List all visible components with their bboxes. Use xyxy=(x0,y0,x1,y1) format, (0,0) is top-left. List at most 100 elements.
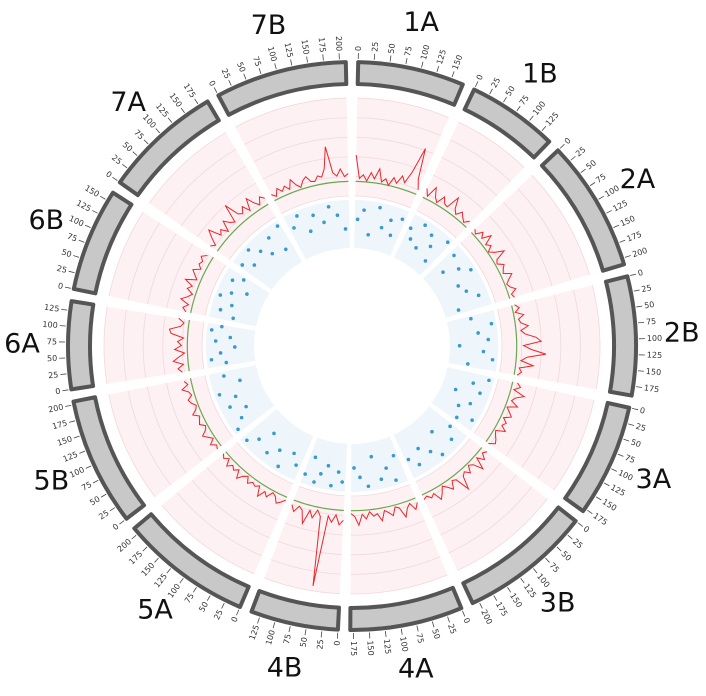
tick-label: 50 xyxy=(299,636,310,647)
point xyxy=(278,448,282,452)
point xyxy=(314,456,318,460)
tick-mark xyxy=(69,271,75,273)
tick-mark xyxy=(503,97,506,102)
tick-mark xyxy=(73,256,79,258)
tick-label: 150 xyxy=(140,561,157,578)
tick-mark xyxy=(156,128,160,132)
tick-mark xyxy=(494,596,497,601)
tick-mark xyxy=(542,126,546,130)
point xyxy=(219,308,223,312)
tick-label: 125 xyxy=(152,572,169,590)
tick-label: 150 xyxy=(365,640,375,656)
tick-label: 50 xyxy=(88,494,101,507)
point xyxy=(272,432,276,436)
tick-mark xyxy=(321,631,322,637)
tick-label: 175 xyxy=(643,383,659,394)
tick-label: 0 xyxy=(333,640,342,646)
tick-label: 50 xyxy=(504,84,517,97)
tick-label: 25 xyxy=(212,608,225,621)
point xyxy=(244,405,248,409)
tick-label: 75 xyxy=(251,55,263,68)
tick-label: 200 xyxy=(479,608,494,626)
point xyxy=(242,278,246,282)
tick-label: 75 xyxy=(132,128,146,142)
tick-label: 125 xyxy=(154,102,171,120)
tick-mark xyxy=(122,164,127,168)
point xyxy=(394,478,398,482)
tick-label: 175 xyxy=(51,419,68,432)
point xyxy=(424,259,428,263)
tick-label: 50 xyxy=(644,300,655,310)
tick-label: 50 xyxy=(430,628,441,640)
tick-label: 75 xyxy=(624,453,637,465)
chromosome-label: 7A xyxy=(110,87,146,118)
point xyxy=(486,338,490,342)
point xyxy=(329,484,333,488)
tick-mark xyxy=(630,274,636,275)
tick-mark xyxy=(533,568,537,573)
point xyxy=(476,331,480,335)
tick-mark xyxy=(517,106,520,111)
tick-label: 150 xyxy=(619,214,637,229)
tick-label: 50 xyxy=(630,438,643,450)
tick-label: 75 xyxy=(183,592,196,605)
point xyxy=(284,247,288,251)
point xyxy=(456,284,460,288)
point xyxy=(236,428,240,432)
point xyxy=(214,339,218,343)
tick-mark xyxy=(636,387,642,388)
tick-label: 200 xyxy=(334,36,344,52)
tick-label: 25 xyxy=(370,41,380,52)
line-track-background xyxy=(104,307,204,384)
tick-mark xyxy=(480,603,483,608)
tick-label: 25 xyxy=(97,508,110,521)
tick-label: 100 xyxy=(647,334,663,343)
point xyxy=(319,472,323,476)
tick-label: 0 xyxy=(461,617,471,625)
tick-mark xyxy=(259,68,261,74)
tick-label: 200 xyxy=(116,537,133,554)
tick-label: 50 xyxy=(387,43,397,54)
point xyxy=(477,294,481,298)
tick-label: 150 xyxy=(167,91,183,109)
tick-mark xyxy=(521,578,525,583)
tick-mark xyxy=(144,140,148,144)
point xyxy=(389,218,393,222)
chromosome-label: 6A xyxy=(4,329,40,360)
tick-label: 125 xyxy=(248,624,261,641)
tick-mark xyxy=(628,424,634,426)
tick-mark xyxy=(79,451,85,453)
point xyxy=(352,466,356,470)
point xyxy=(469,317,473,321)
tick-label: 175 xyxy=(182,82,198,100)
tick-mark xyxy=(214,87,217,92)
tick-mark xyxy=(222,603,225,608)
point xyxy=(469,268,473,272)
tick-mark xyxy=(385,631,386,637)
tick-label: 125 xyxy=(435,48,448,65)
tick-mark xyxy=(180,578,184,583)
tick-label: 175 xyxy=(349,641,358,656)
tick-label: 125 xyxy=(647,351,663,360)
tick-label: 0 xyxy=(637,268,644,278)
tick-label: 175 xyxy=(127,549,144,566)
chromosome-label: 2B xyxy=(664,318,700,349)
chromosome-label: 6B xyxy=(28,205,64,236)
line-track-background xyxy=(497,285,600,389)
point xyxy=(441,453,445,457)
tick-mark xyxy=(636,306,642,307)
point xyxy=(218,393,222,397)
point xyxy=(491,358,495,362)
chromosome-label: 4A xyxy=(398,653,434,684)
tick-label: 100 xyxy=(398,636,409,653)
tick-mark xyxy=(307,57,308,63)
tick-label: 0 xyxy=(55,387,61,397)
tick-mark xyxy=(632,408,638,409)
tick-label: 50 xyxy=(47,354,58,363)
point xyxy=(454,388,458,392)
point xyxy=(245,292,249,296)
tick-label: 150 xyxy=(601,497,619,513)
point xyxy=(240,416,244,420)
point xyxy=(228,336,232,340)
tick-mark xyxy=(401,629,402,635)
